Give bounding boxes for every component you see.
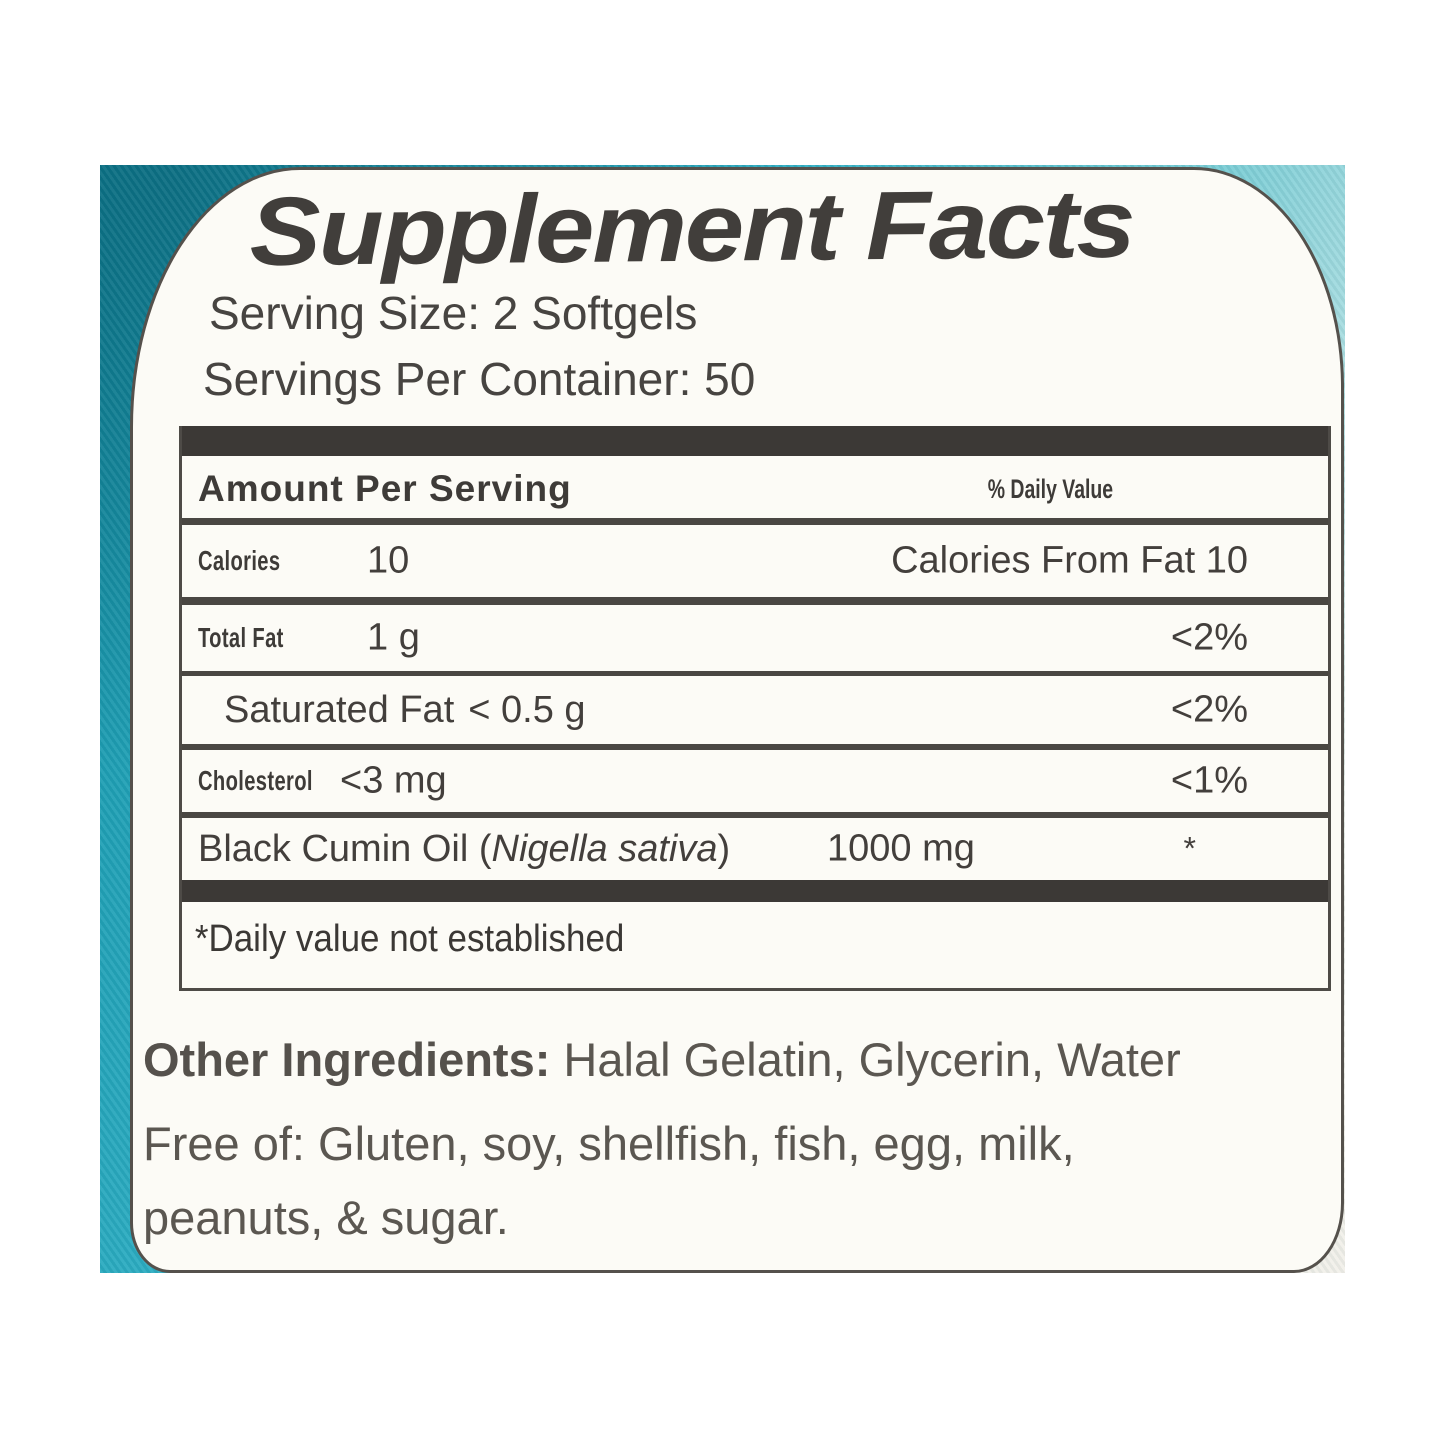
divider bbox=[182, 812, 1328, 818]
bottle-photo: Supplement Facts Serving Size: 2 Softgel… bbox=[100, 165, 1345, 1273]
row-label: Black Cumin Oil (Nigella sativa) bbox=[198, 828, 730, 871]
serving-size: Serving Size: 2 Softgels bbox=[209, 287, 698, 339]
ingredient-name-suffix: ) bbox=[717, 827, 731, 870]
other-ingredients: Other Ingredients: Halal Gelatin, Glycer… bbox=[143, 1032, 1181, 1087]
facts-row-cholesterol: Cholesterol <3 mg <1% bbox=[182, 750, 1328, 812]
row-label: Saturated Fat bbox=[224, 688, 455, 731]
top-thick-bar bbox=[182, 426, 1328, 456]
free-of-line-1: Free of: Gluten, soy, shellfish, fish, e… bbox=[143, 1117, 1075, 1170]
servings-per-container: Servings Per Container: 50 bbox=[203, 353, 756, 405]
facts-row-total-fat: Total Fat 1 g <2% bbox=[182, 605, 1328, 671]
daily-value-header: % Daily Value bbox=[987, 474, 1113, 504]
row-label: Calories bbox=[198, 545, 281, 576]
row-daily-value: <2% bbox=[1170, 688, 1248, 731]
row-amount: 1 g bbox=[367, 616, 420, 659]
row-daily-value: <1% bbox=[1170, 759, 1248, 802]
row-amount: 10 bbox=[367, 539, 410, 582]
divider bbox=[182, 597, 1328, 605]
other-ingredients-lead: Other Ingredients: bbox=[143, 1033, 551, 1086]
row-amount: <3 mg bbox=[340, 759, 447, 802]
row-label: Cholesterol bbox=[198, 765, 313, 796]
row-daily-value: Calories From Fat 10 bbox=[891, 539, 1248, 582]
amount-per-serving-header: Amount Per Serving bbox=[198, 468, 572, 509]
facts-header-row: Amount Per Serving % Daily Value bbox=[182, 456, 1328, 518]
row-amount: 1000 mg bbox=[827, 827, 975, 870]
facts-row-black-cumin-oil: Black Cumin Oil (Nigella sativa) 1000 mg… bbox=[182, 818, 1328, 880]
label-title: Supplement Facts bbox=[249, 168, 1135, 286]
divider bbox=[182, 744, 1328, 750]
other-ingredients-list: Halal Gelatin, Glycerin, Water bbox=[550, 1033, 1181, 1086]
supplement-label: Supplement Facts Serving Size: 2 Softgel… bbox=[130, 167, 1344, 1273]
free-of-line-2: peanuts, & sugar. bbox=[143, 1191, 509, 1244]
divider bbox=[182, 671, 1328, 676]
row-daily-value: * bbox=[1183, 830, 1196, 867]
bottom-thick-bar bbox=[182, 880, 1328, 902]
facts-row-calories: Calories 10 Calories From Fat 10 bbox=[182, 525, 1328, 597]
divider bbox=[182, 518, 1328, 525]
row-amount: < 0.5 g bbox=[468, 688, 586, 731]
row-daily-value: <2% bbox=[1170, 616, 1248, 659]
supplement-facts-panel: Amount Per Serving % Daily Value Calorie… bbox=[179, 426, 1331, 991]
facts-row-saturated-fat: Saturated Fat < 0.5 g <2% bbox=[182, 676, 1328, 744]
ingredient-name: Black Cumin Oil ( bbox=[198, 827, 492, 870]
row-label: Total Fat bbox=[198, 622, 284, 653]
botanical-name: Nigella sativa bbox=[491, 827, 718, 870]
daily-value-footnote: *Daily value not established bbox=[194, 918, 625, 960]
